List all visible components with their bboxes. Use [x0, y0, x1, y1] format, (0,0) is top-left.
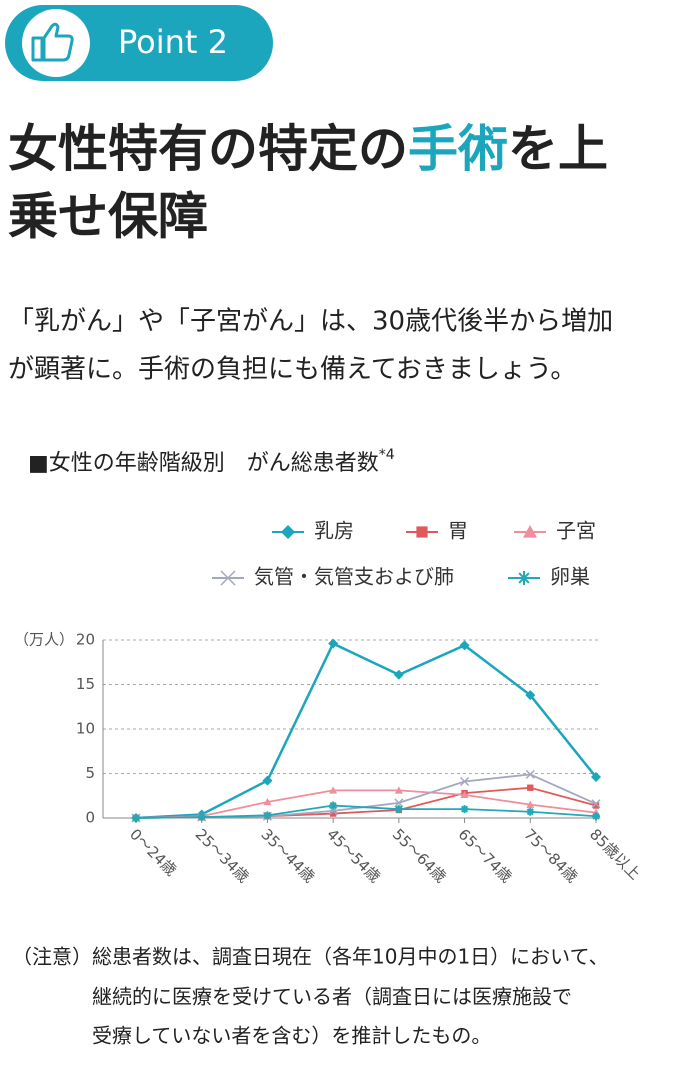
marker [460, 805, 469, 814]
x-tick-label: 25～34歳 [192, 825, 253, 886]
legend-label: 乳房 [314, 519, 354, 543]
heading-text: 女性特有の特定の [8, 120, 408, 178]
marker [263, 811, 272, 820]
heading-highlight: 手術 [408, 120, 508, 178]
marker [394, 798, 404, 808]
marker [329, 786, 338, 794]
paragraph-line: が顕著に。手術の負担にも備えておきましょう。 [8, 355, 576, 385]
heading-line: 乗せ保障 [8, 188, 208, 246]
y-tick-label: 20 [76, 631, 95, 649]
marker [329, 801, 338, 810]
marker [527, 784, 534, 791]
x-tick-label: 35～44歳 [257, 825, 318, 886]
footnote-line: 継続的に医療を受けている者（調査日には医療施設で [92, 985, 572, 1009]
marker [393, 669, 404, 680]
paragraph-line: 「乳がん」や「子宮がん」は、30歳代後半から増加 [8, 307, 613, 337]
heading-text: を上 [508, 120, 608, 178]
chart-title-note: *4 [379, 447, 395, 463]
marker [394, 786, 403, 794]
series-line [135, 804, 597, 819]
thumbs-up-icon [31, 22, 74, 62]
chart-title-text: ■女性の年齢階級別 がん総患者数 [28, 451, 379, 476]
marker [329, 810, 337, 817]
marker [592, 812, 600, 821]
series-line [135, 789, 597, 819]
marker [526, 800, 535, 808]
marker [525, 769, 535, 779]
legend-label: 胃 [448, 519, 468, 543]
marker [459, 640, 470, 651]
marker [262, 775, 273, 786]
x-tick-label: 0～24歳 [126, 825, 180, 879]
marker [220, 570, 236, 586]
x-tick-label: 65～74歳 [455, 825, 516, 886]
marker [281, 525, 295, 539]
y-tick-label: 10 [76, 720, 95, 738]
marker [263, 797, 272, 806]
marker [592, 802, 600, 809]
legend-label: 子宮 [556, 519, 596, 543]
marker [591, 799, 601, 809]
legend-label: 気管・気管支および肺 [254, 565, 454, 589]
x-tick-label: 45～54歳 [323, 825, 384, 886]
legend-label: 卵巣 [550, 565, 590, 589]
marker [132, 814, 140, 822]
x-tick-label: 55～64歳 [389, 825, 450, 886]
chart-title: ■女性の年齢階級別 がん総患者数*4 [28, 447, 395, 476]
x-tick-label: 85歳以上 [586, 825, 644, 883]
y-unit: （万人） [14, 631, 74, 649]
y-tick-label: 5 [85, 764, 95, 782]
marker [591, 772, 601, 783]
marker [523, 525, 537, 538]
x-tick-label: 75～84歳 [520, 825, 581, 886]
y-tick-label: 0 [85, 809, 95, 827]
footnote-line: 総患者数は、調査日現在（各年10月中の1日）において、 [92, 945, 609, 969]
marker [525, 690, 536, 701]
y-tick-label: 15 [76, 675, 95, 693]
marker [460, 790, 469, 799]
marker [394, 805, 403, 814]
footnote-line: 受療していない者を含む）を推計したもの。 [92, 1024, 491, 1048]
series-line [135, 641, 597, 820]
badge-text: Point 2 [118, 23, 228, 61]
marker [328, 638, 339, 649]
marker [197, 813, 206, 822]
marker [517, 571, 531, 585]
marker [526, 807, 535, 816]
heading-line: 女性特有の特定の手術を上 [8, 120, 608, 178]
marker [416, 526, 428, 538]
footnote-label: （注意） [12, 945, 92, 969]
marker [460, 776, 470, 787]
